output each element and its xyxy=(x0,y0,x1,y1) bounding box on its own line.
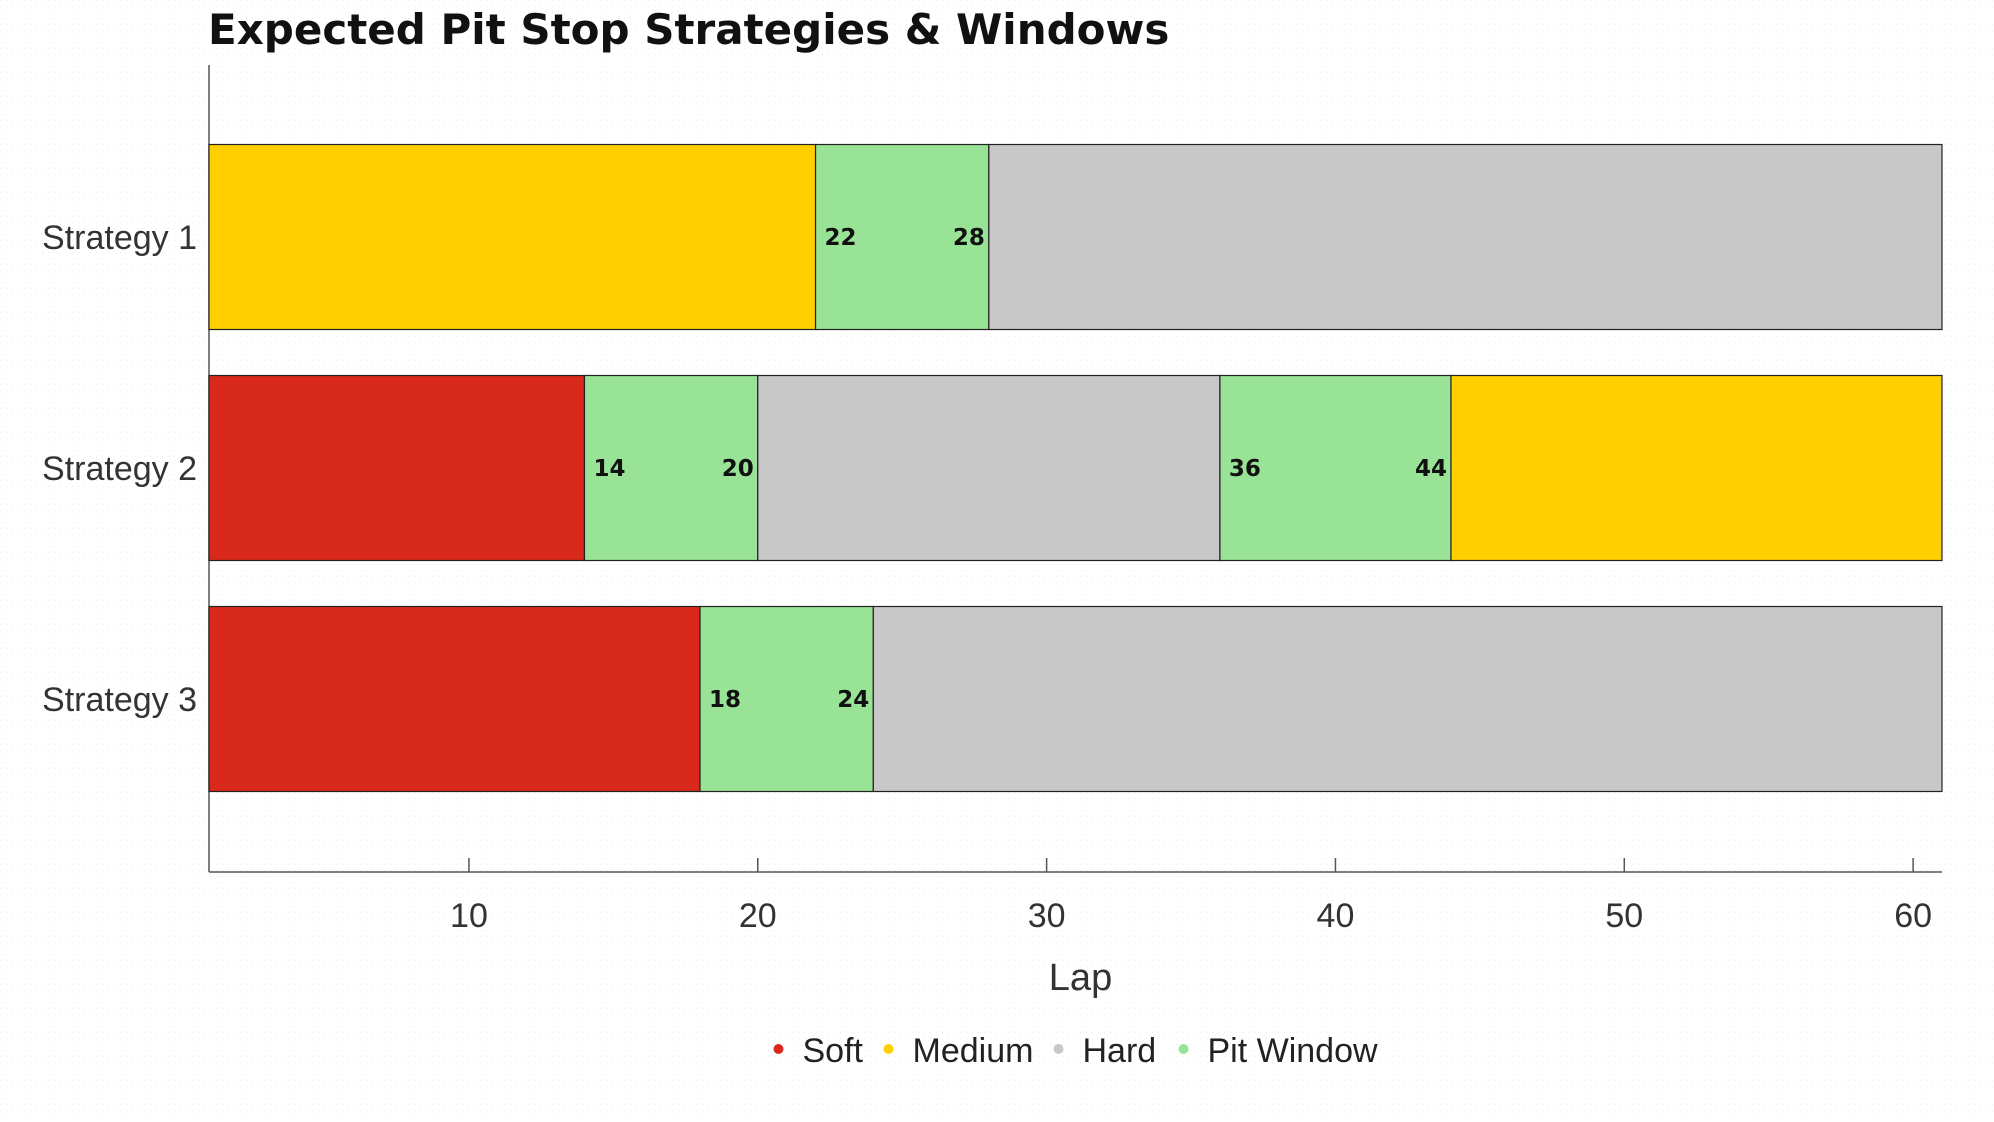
y-tick-label: Strategy 1 xyxy=(42,219,197,257)
legend-label: Soft xyxy=(803,1032,864,1070)
bar-segment-pit-window xyxy=(1219,374,1452,562)
bar-segment-pit-window xyxy=(699,605,874,793)
legend-item: Hard xyxy=(1053,1032,1157,1070)
bar-segment-hard xyxy=(988,143,1943,331)
x-tick-label: 60 xyxy=(1894,897,1932,935)
legend-marker xyxy=(883,1044,894,1054)
pit-window-end-label: 28 xyxy=(953,225,985,251)
bar-segment-hard xyxy=(757,374,1221,562)
legend-marker xyxy=(773,1044,784,1054)
x-axis-label: Lap xyxy=(1049,957,1112,999)
bar-segment-pit-window xyxy=(814,143,990,331)
x-tick-label: 20 xyxy=(739,897,777,935)
legend-marker xyxy=(1053,1044,1064,1054)
y-tick-label: Strategy 3 xyxy=(42,681,197,719)
legend: Soft Medium Hard Pit Window xyxy=(773,1032,1378,1070)
legend-item: Soft xyxy=(773,1032,864,1070)
chart-title: Expected Pit Stop Strategies & Windows xyxy=(208,5,1169,54)
bar-segment-medium xyxy=(1450,374,1943,562)
pit-window-end-label: 20 xyxy=(722,456,754,482)
pit-window-end-label: 44 xyxy=(1415,456,1447,482)
bar-segment-hard xyxy=(872,605,1943,793)
legend-item: Pit Window xyxy=(1178,1032,1378,1070)
bar-segment-soft xyxy=(208,374,586,562)
bar-segment-pit-window xyxy=(583,374,759,562)
legend-item: Medium xyxy=(883,1032,1034,1070)
x-tick-label: 10 xyxy=(450,897,488,935)
pit-window-start-label: 18 xyxy=(709,687,741,713)
bar-segment-soft xyxy=(208,605,701,793)
strategy-row: 18 24 xyxy=(208,605,1943,793)
pit-window-start-label: 36 xyxy=(1229,456,1261,482)
y-tick-label: Strategy 2 xyxy=(42,450,197,488)
pit-window-start-label: 22 xyxy=(825,225,857,251)
strategy-row: 14 20 36 44 xyxy=(208,374,1943,562)
legend-marker xyxy=(1178,1044,1189,1054)
strategy-row: 22 28 xyxy=(208,143,1943,331)
x-tick-label: 50 xyxy=(1605,897,1643,935)
legend-label: Pit Window xyxy=(1208,1032,1378,1070)
x-tick-label: 40 xyxy=(1317,897,1355,935)
legend-label: Medium xyxy=(913,1032,1034,1070)
x-tick-label: 30 xyxy=(1028,897,1066,935)
pit-window-start-label: 14 xyxy=(593,456,625,482)
legend-label: Hard xyxy=(1083,1032,1157,1070)
bar-segment-medium xyxy=(208,143,817,331)
plot-area: 10 20 30 40 50 60 Lap 22 28 Strategy 1 14 20 36 44 Str… xyxy=(42,65,1943,999)
pit-window-end-label: 24 xyxy=(837,687,869,713)
